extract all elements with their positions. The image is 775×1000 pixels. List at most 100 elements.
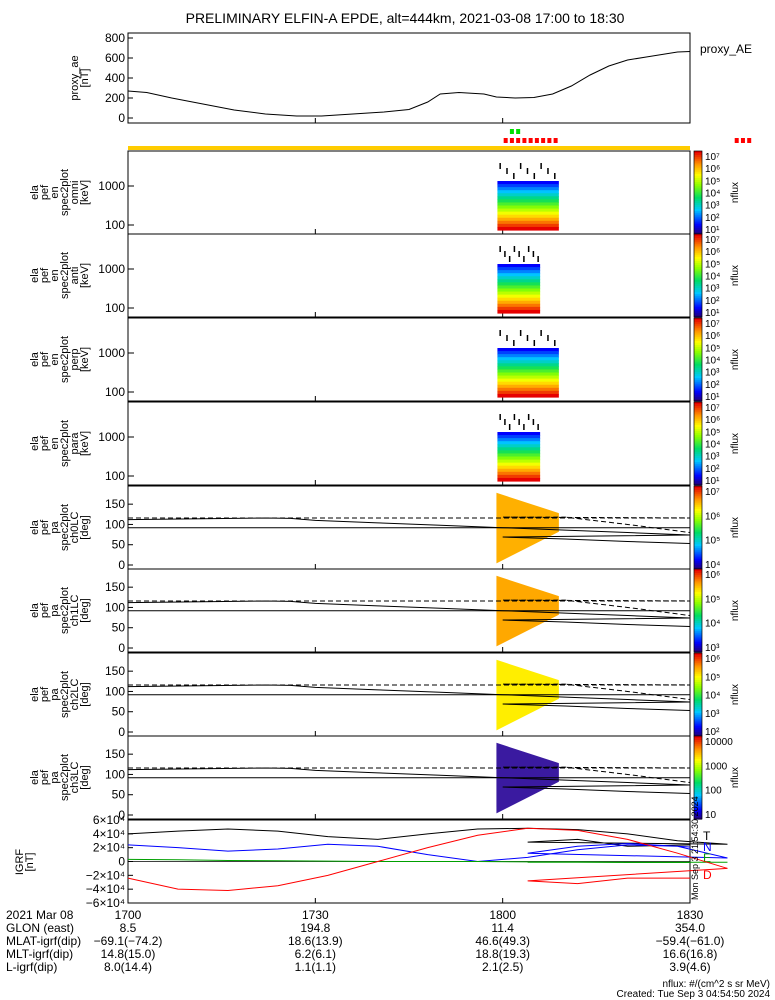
spectrogram-band [497, 471, 541, 476]
colorbar-cell [694, 437, 702, 440]
colorbar-cell [694, 207, 702, 210]
colorbar-label: nflux [730, 517, 741, 538]
colorbar-cell [694, 490, 702, 493]
spectrogram-band [497, 187, 559, 191]
footer-row-value: 14.8(15.0) [101, 947, 156, 961]
y-axis-label-line: ela [29, 686, 41, 702]
colorbar-cell [694, 508, 702, 512]
colorbar-tick-label: 10⁴ [705, 272, 720, 283]
spectrogram-band [497, 291, 541, 296]
y-axis-label-line: [deg] [79, 682, 91, 706]
colorbar-cell [694, 529, 702, 533]
footer-row-value: 3.9(4.6) [669, 960, 710, 974]
colorbar-cell [694, 275, 702, 279]
y-tick-label: 0 [118, 725, 125, 739]
colorbar-cell [694, 464, 702, 467]
colorbar-tick-label: 10² [705, 380, 720, 391]
colorbar-tick-label: 10⁶ [705, 511, 720, 522]
units-note: nflux: #/(cm^2 s sr MeV) [663, 979, 771, 990]
colorbar-cell [694, 610, 702, 614]
colorbar-cell [694, 151, 702, 154]
colorbar-cell [694, 462, 702, 465]
colorbar-cell [694, 667, 702, 671]
colorbar-frame [693, 233, 703, 318]
colorbar-cell [694, 789, 702, 793]
colorbar-cell [694, 200, 702, 204]
colorbar-cell [694, 349, 702, 352]
colorbar-cell [694, 802, 702, 806]
colorbar-cell [694, 645, 702, 649]
spectrogram-speckle [533, 340, 536, 346]
colorbar-cell [694, 698, 702, 702]
colorbar-cell [694, 794, 702, 797]
colorbar-tick-label: 10⁵ [705, 594, 720, 605]
colorbar-tick-label: 10⁶ [705, 570, 720, 581]
spectrogram-speckle [518, 419, 520, 425]
colorbar-tick-label: 10⁷ [705, 152, 720, 163]
colorbar-tick-label: 10⁵ [705, 343, 720, 354]
colorbar-tick-label: 10⁷ [705, 235, 720, 246]
colorbar-tick-label: 10⁶ [705, 247, 720, 258]
energy-spectrogram-perp: 1000100elapefenspec2plotperp[keV]10⁷10⁶1… [29, 317, 741, 403]
y-tick-label: 1000 [98, 346, 125, 360]
y-tick-label: 50 [112, 788, 126, 802]
colorbar-cell [694, 265, 702, 268]
spectrogram-band [497, 279, 541, 283]
spectrogram-band [497, 459, 541, 464]
colorbar-cell [694, 539, 702, 543]
colorbar-cell [694, 217, 702, 221]
colorbar-cell [694, 240, 702, 243]
colorbar-cell [694, 182, 702, 185]
colorbar-tick-label: 10⁷ [705, 487, 720, 498]
colorbar-cell [694, 332, 702, 336]
colorbar-cell [694, 363, 702, 367]
y-tick-label: 100 [105, 767, 125, 781]
colorbar-cell [694, 486, 702, 489]
colorbar-cell [694, 758, 702, 762]
colorbar-cell [694, 614, 702, 618]
colorbar-cell [694, 229, 702, 233]
y-axis-label-line: spec2plot [59, 587, 71, 634]
colorbar-cell [694, 386, 702, 390]
colorbar-cell [694, 663, 702, 667]
colorbar-tick-label: 10⁴ [705, 189, 720, 200]
footer-row-value: 1700 [115, 908, 142, 922]
colorbar-cell [694, 470, 702, 474]
colorbar-cell [694, 361, 702, 365]
colorbar-cell [694, 740, 702, 743]
colorbar-cell [694, 575, 702, 578]
spectrogram-band [497, 303, 541, 308]
colorbar-cell [694, 308, 702, 312]
colorbar-cell [694, 271, 702, 275]
colorbar-cell [694, 657, 702, 660]
y-axis-label-line: para [69, 432, 81, 455]
footer-row-value: 2.1(2.5) [482, 960, 523, 974]
colorbar-tick-label: 10³ [705, 201, 720, 212]
colorbar-cell [694, 608, 702, 612]
colorbar-tick-label: 10⁶ [705, 654, 720, 665]
colorbar-cell [694, 510, 702, 514]
colorbar-frame [693, 568, 703, 653]
colorbar-cell [694, 441, 702, 445]
colorbar-tick-label: 10⁵ [705, 176, 720, 187]
colorbar-cell [694, 234, 702, 237]
colorbar-cell [694, 198, 702, 202]
y-axis-label-line: en [49, 186, 61, 198]
colorbar-cell [694, 577, 702, 580]
colorbar-cell [694, 773, 702, 777]
colorbar-cell [694, 414, 702, 418]
colorbar-cell [694, 238, 702, 241]
y-axis-label-line: pef [39, 267, 51, 283]
colorbar-cell [694, 390, 702, 394]
igrf-legend-D: D [703, 868, 712, 882]
colorbar-cell [694, 625, 702, 628]
colorbar-cell [694, 798, 702, 801]
y-axis-label-line: ela [29, 184, 41, 200]
y-tick-label: 1000 [98, 430, 125, 444]
y-axis-label-line: pef [39, 769, 51, 785]
colorbar-cell [694, 328, 702, 332]
y-tick-label: 1000 [98, 262, 125, 276]
colorbar-tick-label: 10⁵ [705, 536, 720, 547]
spectrogram-speckle [527, 246, 530, 252]
y-axis-label-line: pa [49, 771, 61, 784]
